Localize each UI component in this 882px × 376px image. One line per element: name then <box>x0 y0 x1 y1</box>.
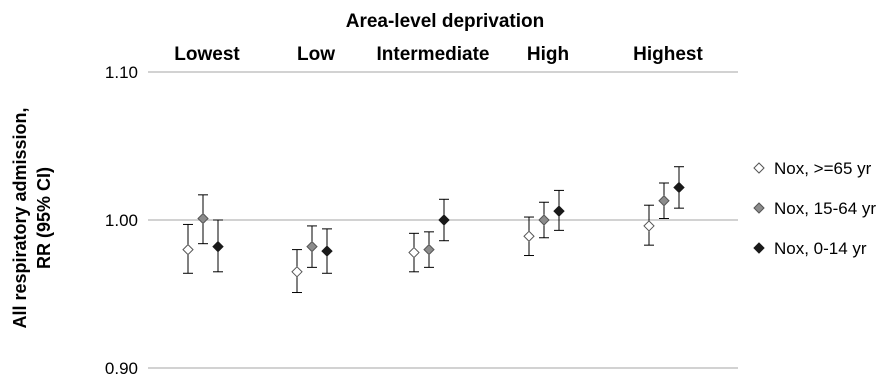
legend-marker <box>753 242 765 254</box>
estimate-1-2 <box>291 249 303 294</box>
point-marker <box>197 212 209 225</box>
estimate-2-4 <box>538 201 550 239</box>
legend-item-1: Nox, >=65 yr <box>753 159 872 178</box>
estimate-1-4 <box>523 216 535 257</box>
legend-item-2: Nox, 15-64 yr <box>753 199 876 218</box>
legend-marker <box>753 202 765 214</box>
data-marks <box>182 166 685 294</box>
estimate-2-1 <box>197 194 209 245</box>
category-label-intermediate: Intermediate <box>377 44 490 65</box>
estimate-1-1 <box>182 223 194 274</box>
point-marker <box>423 243 435 256</box>
estimate-3-2 <box>321 228 333 274</box>
category-labels: Lowest Low Intermediate High Highest <box>174 44 703 65</box>
estimate-3-1 <box>212 219 224 273</box>
y-tick-label: 1.10 <box>105 63 138 82</box>
point-marker <box>553 205 565 217</box>
legend-label: Nox, >=65 yr <box>774 159 872 178</box>
point-marker <box>438 214 450 226</box>
estimate-3-3 <box>438 198 450 242</box>
chart-title: Area-level deprivation <box>346 11 545 32</box>
point-marker <box>408 246 420 259</box>
legend-label: Nox, 15-64 yr <box>774 199 876 218</box>
estimate-2-3 <box>423 231 435 268</box>
point-marker <box>212 240 224 253</box>
estimate-3-4 <box>553 189 565 231</box>
point-marker <box>321 245 333 257</box>
legend-label: Nox, 0-14 yr <box>774 239 867 258</box>
estimate-3-5 <box>673 166 685 209</box>
point-marker <box>523 230 535 242</box>
y-axis-label-line-2: RR (95% CI) <box>34 167 54 269</box>
point-marker <box>182 243 194 256</box>
legend-item-3: Nox, 0-14 yr <box>753 239 867 258</box>
category-label-lowest: Lowest <box>174 44 240 65</box>
point-marker <box>538 214 550 226</box>
estimate-2-5 <box>658 182 670 220</box>
y-axis-ticks: 0.90 1.00 1.10 <box>105 63 138 376</box>
point-marker <box>673 181 685 194</box>
y-tick-label: 0.90 <box>105 359 138 376</box>
estimate-1-3 <box>408 232 420 273</box>
category-label-highest: Highest <box>633 44 703 65</box>
category-label-low: Low <box>297 44 335 65</box>
y-axis-label: All respiratory admission, RR (95% CI) <box>10 107 54 328</box>
point-marker <box>643 220 655 232</box>
estimate-1-5 <box>643 204 655 246</box>
y-axis-label-line-1: All respiratory admission, <box>10 107 30 328</box>
legend: Nox, >=65 yr Nox, 15-64 yr Nox, 0-14 yr <box>753 159 876 258</box>
legend-marker <box>753 162 765 174</box>
point-marker <box>306 240 318 253</box>
y-tick-label: 1.00 <box>105 211 138 230</box>
point-marker <box>291 266 303 278</box>
estimate-2-2 <box>306 225 318 268</box>
point-marker <box>658 195 670 207</box>
category-label-high: High <box>527 44 569 65</box>
